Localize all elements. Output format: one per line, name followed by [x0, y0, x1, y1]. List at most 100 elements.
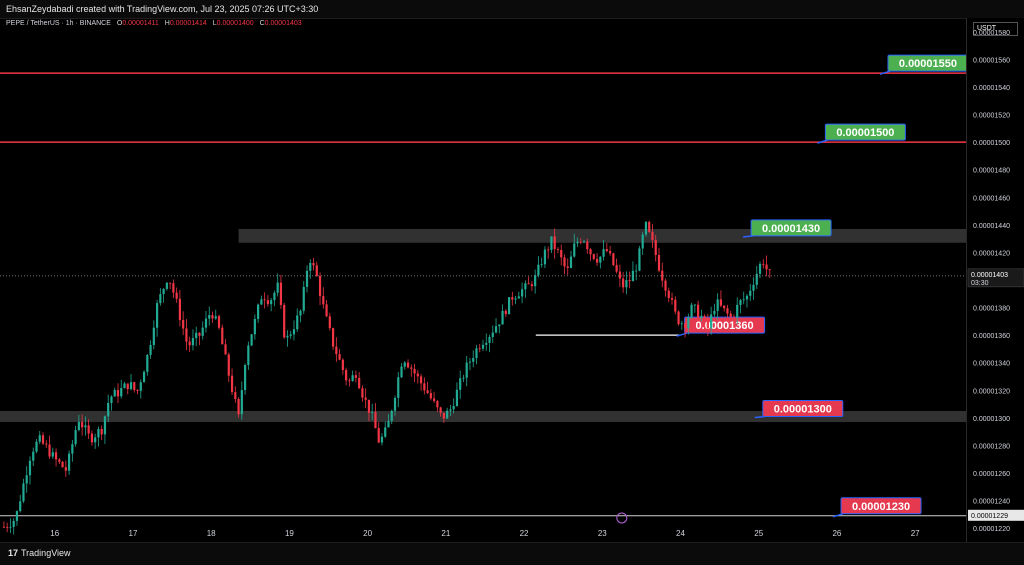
candle-body[interactable] [429, 393, 432, 399]
candle-body[interactable] [498, 324, 501, 327]
candle-body[interactable] [758, 263, 762, 274]
candle-body[interactable] [442, 412, 445, 419]
candle-body[interactable] [318, 276, 322, 297]
candle-body[interactable] [165, 282, 168, 289]
candle-body[interactable] [84, 425, 87, 428]
candle-body[interactable] [351, 375, 354, 381]
candle-body[interactable] [94, 437, 97, 443]
candle-body[interactable] [618, 271, 621, 279]
candle-body[interactable] [178, 298, 182, 321]
candle-body[interactable] [573, 243, 576, 257]
candle-body[interactable] [384, 427, 387, 437]
candle-body[interactable] [403, 362, 406, 367]
candle-body[interactable] [654, 239, 657, 256]
candle-body[interactable] [64, 467, 67, 471]
candle-body[interactable] [214, 316, 217, 319]
candle-body[interactable] [677, 311, 680, 325]
candle-body[interactable] [354, 375, 357, 378]
lightning-icon[interactable] [616, 512, 628, 524]
candle-body[interactable] [406, 362, 410, 368]
candle-body[interactable] [48, 444, 51, 457]
candle-body[interactable] [123, 383, 126, 389]
candle-body[interactable] [116, 390, 120, 397]
candle-body[interactable] [651, 231, 654, 240]
candle-body[interactable] [299, 310, 302, 316]
price-axis[interactable]: USDT 0.00001220 0.00001240 0.00001260 0.000… [966, 18, 1024, 542]
candle-body[interactable] [374, 411, 377, 429]
candle-body[interactable] [51, 452, 54, 457]
candle-body[interactable] [6, 526, 9, 528]
candle-body[interactable] [217, 316, 221, 328]
level-tag-box[interactable] [762, 400, 844, 418]
candle-body[interactable] [576, 241, 579, 244]
candle-body[interactable] [367, 399, 371, 413]
candle-body[interactable] [208, 315, 211, 319]
candle-body[interactable] [2, 526, 6, 528]
support-zone[interactable] [0, 411, 966, 423]
candle-body[interactable] [452, 405, 455, 410]
candle-body[interactable] [485, 342, 488, 345]
candle-body[interactable] [534, 275, 537, 287]
candle-body[interactable] [328, 316, 331, 329]
candle-body[interactable] [683, 323, 687, 329]
candle-body[interactable] [45, 443, 48, 445]
candle-body[interactable] [547, 249, 550, 251]
candle-body[interactable] [87, 425, 90, 434]
candle-body[interactable] [54, 452, 58, 460]
candle-body[interactable] [77, 421, 80, 431]
candle-body[interactable] [305, 270, 309, 287]
candle-body[interactable] [81, 421, 84, 428]
candle-body[interactable] [90, 433, 94, 443]
candle-body[interactable] [260, 299, 263, 305]
candle-body[interactable] [312, 263, 315, 266]
candle-body[interactable] [110, 396, 113, 403]
candle-body[interactable] [612, 253, 615, 266]
candle-body[interactable] [142, 371, 146, 383]
candle-body[interactable] [74, 430, 77, 445]
candle-body[interactable] [579, 241, 582, 243]
candle-body[interactable] [556, 249, 560, 251]
candle-body[interactable] [71, 444, 74, 454]
candle-body[interactable] [325, 304, 328, 317]
candle-body[interactable] [742, 299, 745, 301]
candle-body[interactable] [348, 380, 351, 382]
candle-body[interactable] [279, 282, 283, 305]
candle-body[interactable] [230, 375, 234, 393]
candle-body[interactable] [494, 326, 498, 333]
candle-body[interactable] [12, 520, 15, 527]
candle-body[interactable] [589, 249, 592, 255]
candle-body[interactable] [9, 526, 12, 528]
candle-body[interactable] [270, 300, 273, 305]
candle-body[interactable] [185, 328, 188, 342]
candle-body[interactable] [465, 362, 468, 378]
candle-body[interactable] [152, 327, 155, 345]
candle-body[interactable] [560, 250, 563, 258]
candle-body[interactable] [107, 402, 110, 417]
candle-body[interactable] [716, 299, 719, 311]
candle-body[interactable] [250, 334, 253, 346]
candle-body[interactable] [410, 367, 413, 369]
candle-body[interactable] [227, 354, 230, 376]
candle-body[interactable] [237, 399, 240, 415]
candle-body[interactable] [631, 270, 635, 282]
candle-body[interactable] [605, 249, 608, 252]
candle-body[interactable] [289, 334, 292, 336]
candle-body[interactable] [423, 383, 426, 391]
candle-body[interactable] [710, 314, 713, 329]
level-tag-box[interactable] [750, 219, 832, 237]
candle-body[interactable] [224, 344, 227, 355]
candle-body[interactable] [35, 441, 38, 452]
candle-body[interactable] [475, 348, 478, 359]
candle-body[interactable] [657, 255, 661, 271]
candle-body[interactable] [543, 249, 547, 265]
candle-body[interactable] [602, 249, 605, 257]
candle-body[interactable] [553, 236, 556, 250]
candle-body[interactable] [433, 398, 436, 402]
candle-body[interactable] [191, 338, 195, 346]
candle-body[interactable] [690, 304, 693, 318]
candle-body[interactable] [644, 221, 648, 235]
candle-body[interactable] [28, 460, 32, 476]
candle-body[interactable] [286, 335, 289, 338]
candle-body[interactable] [162, 288, 165, 295]
candle-body[interactable] [400, 366, 403, 378]
